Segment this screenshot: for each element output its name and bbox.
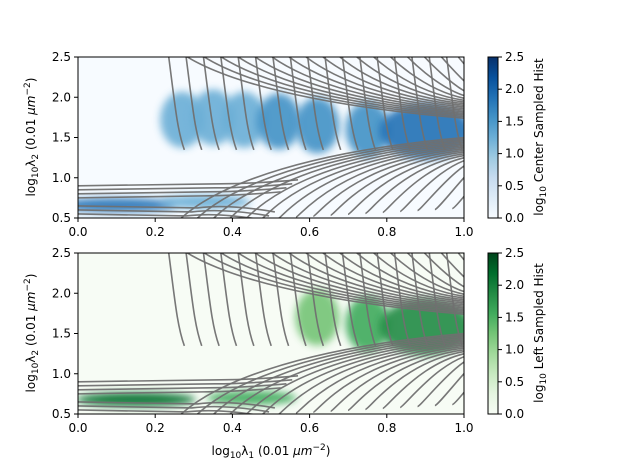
contour-line <box>376 57 464 214</box>
colorbar-tick-label: 2.0 <box>505 278 524 292</box>
top-x-ticks: 0.0 0.2 0.4 0.6 0.8 1.0 <box>68 218 474 239</box>
top-colorbar-ticks: 0.0 0.5 1.0 1.5 2.0 2.5 <box>498 50 524 225</box>
top-contours <box>78 57 464 218</box>
contour-line <box>254 253 464 414</box>
bottom-colorbar <box>487 252 499 415</box>
x-tick-label: 0.4 <box>223 421 242 435</box>
top-panel: 0.0 0.2 0.4 0.6 0.8 1.0 0.5 1.0 1.5 2.0 2.5 log10… <box>23 50 549 239</box>
x-tick-label: 0.6 <box>300 225 319 239</box>
colorbar-tick-label: 0.5 <box>505 179 524 193</box>
contour-line <box>272 57 464 218</box>
colorbar-tick-label: 0.5 <box>505 375 524 389</box>
x-tick-label: 0.2 <box>146 225 165 239</box>
contour-line <box>237 253 464 414</box>
top-colorbar-label: log10 Center Sampled Hist <box>532 58 549 216</box>
y-tick-label: 2.5 <box>52 50 71 64</box>
y-tick-label: 1.5 <box>52 327 71 341</box>
y-tick-label: 0.5 <box>52 407 71 421</box>
contour-line <box>445 253 464 406</box>
contour-line <box>272 253 464 414</box>
density-blob <box>78 392 196 407</box>
colorbar-tick-label: 1.0 <box>505 343 524 357</box>
colorbar-tick-label: 1.5 <box>505 114 524 128</box>
y-tick-label: 2.5 <box>52 246 71 260</box>
colorbar-tick-label: 2.5 <box>505 246 524 260</box>
y-tick-label: 1.0 <box>52 171 71 185</box>
x-tick-label: 0.8 <box>377 421 396 435</box>
contour-line <box>78 387 281 395</box>
x-tick-label: 0.2 <box>146 421 165 435</box>
contour-line <box>411 253 464 408</box>
colorbar-tick-label: 1.0 <box>505 147 524 161</box>
contour-line <box>78 191 281 199</box>
bottom-panel: 0.0 0.2 0.4 0.6 0.8 1.0 0.5 1.0 1.5 2.0 2.5 log10… <box>23 246 549 461</box>
y-tick-label: 1.5 <box>52 131 71 145</box>
bottom-x-ticks: 0.0 0.2 0.4 0.6 0.8 1.0 <box>68 414 474 435</box>
colorbar-tick-label: 2.0 <box>505 82 524 96</box>
density-blob <box>295 289 340 346</box>
colorbar-tick-label: 1.5 <box>505 310 524 324</box>
bottom-y-axis-label: log10λ2 (0.01 μm−2) <box>23 274 41 393</box>
x-tick-label: 0.0 <box>68 225 87 239</box>
colorbar-tick-label: 0.0 <box>505 407 524 421</box>
x-tick-label: 0.0 <box>68 421 87 435</box>
contour-line <box>185 253 464 414</box>
colorbar-tick-label: 0.0 <box>505 211 524 225</box>
x-tick-label: 0.4 <box>223 225 242 239</box>
top-colorbar <box>487 56 499 219</box>
colorbar-tick-label: 2.5 <box>505 50 524 64</box>
contour-line <box>411 57 464 212</box>
contour-line <box>237 57 464 218</box>
top-y-ticks: 0.5 1.0 1.5 2.0 2.5 <box>52 50 78 225</box>
contour-line <box>359 57 464 215</box>
contour-line <box>306 253 464 414</box>
y-tick-label: 2.0 <box>52 286 71 300</box>
bottom-colorbar-ticks: 0.0 0.5 1.0 1.5 2.0 2.5 <box>498 246 524 421</box>
bottom-colorbar-label: log10 Left Sampled Hist <box>532 263 549 403</box>
contour-line <box>306 57 464 218</box>
density-blob <box>345 295 390 352</box>
x-tick-label: 0.8 <box>377 225 396 239</box>
contour-line <box>428 253 464 407</box>
density-blob <box>160 194 251 209</box>
y-tick-label: 2.0 <box>52 90 71 104</box>
contour-line <box>324 57 464 217</box>
contour-line <box>324 253 464 413</box>
contour-line <box>359 253 464 411</box>
bottom-x-axis-label: log10λ1 (0.01 μm−2) <box>212 443 331 461</box>
contour-line <box>254 57 464 218</box>
y-tick-label: 1.0 <box>52 367 71 381</box>
x-tick-label: 1.0 <box>454 225 473 239</box>
top-y-axis-label: log10λ2 (0.01 μm−2) <box>23 78 41 197</box>
contour-line <box>376 253 464 410</box>
contour-line <box>185 57 464 218</box>
bottom-y-ticks: 0.5 1.0 1.5 2.0 2.5 <box>52 246 78 421</box>
contour-line <box>445 57 464 210</box>
density-blob <box>78 198 177 213</box>
contour-line <box>428 57 464 211</box>
x-tick-label: 0.6 <box>300 421 319 435</box>
y-tick-label: 0.5 <box>52 211 71 225</box>
contour-line <box>393 57 464 213</box>
contour-line <box>393 253 464 409</box>
x-tick-label: 1.0 <box>454 421 473 435</box>
density-blob <box>221 91 266 148</box>
